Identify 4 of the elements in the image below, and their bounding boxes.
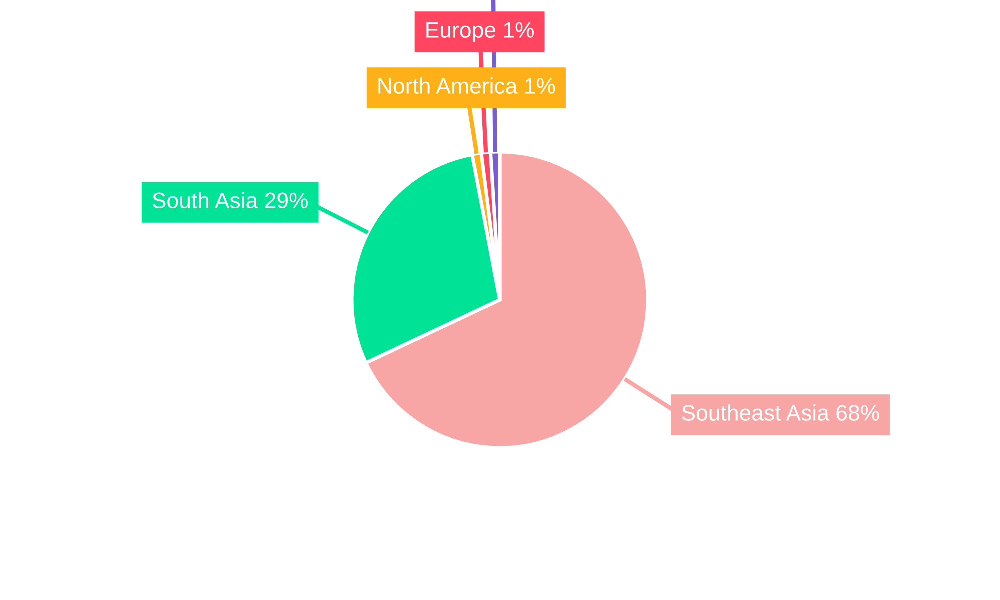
slice-label: South Asia 29% — [152, 192, 308, 209]
slice-label: Europe 1% — [426, 22, 534, 42]
slice-label: Southeast Asia 68% — [682, 404, 880, 421]
slice-label: North America 1% — [378, 78, 556, 94]
